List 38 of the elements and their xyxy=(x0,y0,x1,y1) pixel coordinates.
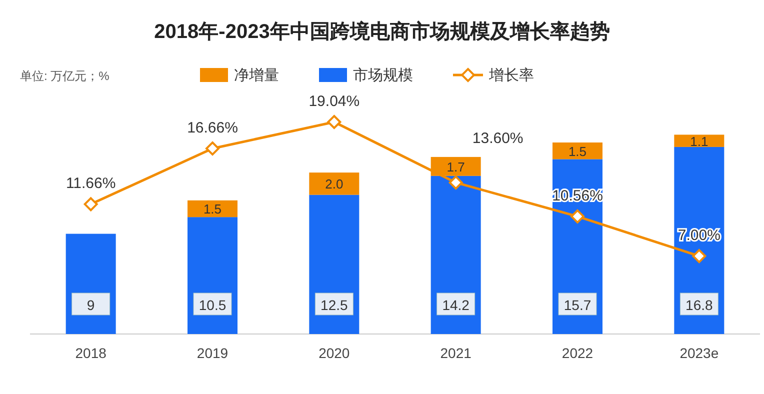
x-tick-label: 2021 xyxy=(440,345,472,361)
legend-label: 市场规模 xyxy=(353,67,413,84)
data-label: 16.8 xyxy=(686,297,714,313)
data-label: 11.66% xyxy=(66,175,116,192)
data-label: 10.56% xyxy=(552,187,603,204)
x-tick-label: 2022 xyxy=(562,345,594,361)
annotation: 单位: 万亿元；% xyxy=(20,69,110,83)
data-label: 19.04% xyxy=(308,93,360,110)
bar xyxy=(552,142,602,160)
legend-label: 净增量 xyxy=(234,67,279,84)
text: 2018年-2023年中国跨境电商市场规模及增长率趋势 xyxy=(154,20,610,43)
x-tick-label: 2023e xyxy=(680,345,719,361)
point xyxy=(570,209,584,224)
data-label: 16.66% xyxy=(187,120,238,136)
x-tick-label: 2020 xyxy=(318,345,350,361)
bar xyxy=(674,134,724,147)
data-label: 15.7 xyxy=(564,297,592,313)
data-label: 10.5 xyxy=(198,297,226,313)
legend-label: 增长率 xyxy=(488,67,534,84)
bar xyxy=(188,200,238,218)
data-label: 1.7 xyxy=(446,159,465,174)
data-label: 14.2 xyxy=(442,297,470,313)
point xyxy=(206,142,220,156)
data-label: 9 xyxy=(86,297,95,313)
data-label: 12.5 xyxy=(320,297,348,313)
data-label: 13.60% xyxy=(472,130,524,147)
data-label: 1.5 xyxy=(568,144,587,159)
data-label: 2.0 xyxy=(325,176,344,192)
point xyxy=(84,197,98,212)
bar xyxy=(309,172,360,195)
point xyxy=(692,249,706,264)
data-label: 1.5 xyxy=(203,202,222,217)
x-tick-label: 2018 xyxy=(75,345,107,361)
data-label: 1.1 xyxy=(690,134,708,149)
point xyxy=(448,176,463,190)
data-label: 7.00% xyxy=(678,227,720,244)
point xyxy=(327,115,342,129)
x-tick-label: 2019 xyxy=(196,345,228,361)
